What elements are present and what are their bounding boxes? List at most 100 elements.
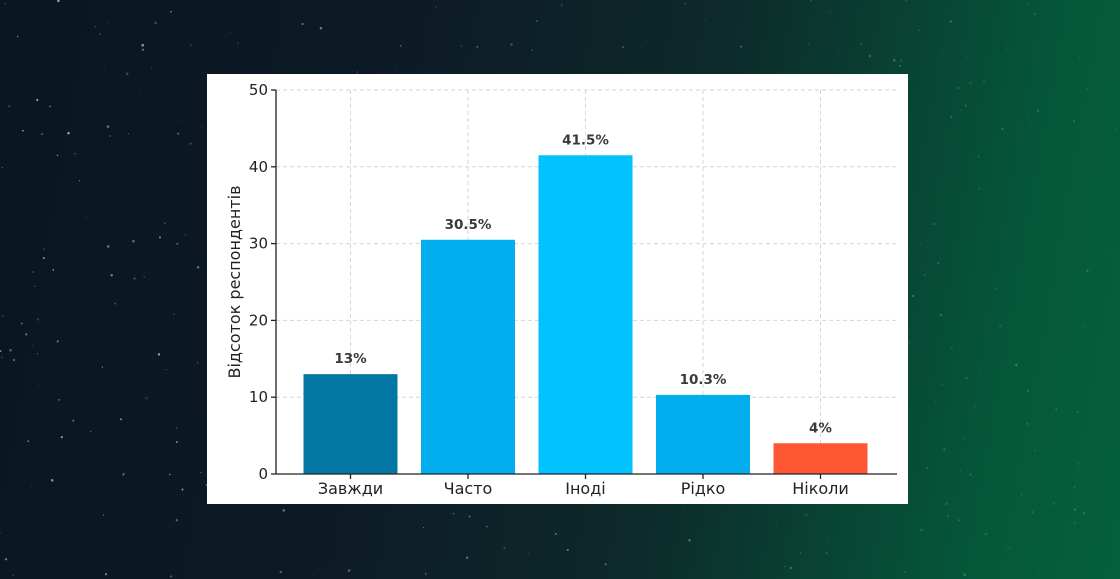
- star: [1033, 449, 1037, 452]
- star: [176, 427, 178, 429]
- star: [279, 570, 283, 574]
- star: [929, 224, 931, 225]
- star: [78, 180, 81, 182]
- star: [25, 333, 28, 336]
- star: [1009, 547, 1011, 549]
- star: [959, 470, 962, 472]
- star: [122, 473, 125, 476]
- star: [435, 6, 437, 8]
- star: [395, 65, 397, 67]
- star: [602, 513, 603, 515]
- star: [468, 515, 471, 518]
- star: [775, 519, 777, 521]
- star: [122, 474, 124, 476]
- star: [957, 519, 960, 522]
- star: [125, 72, 129, 76]
- star: [1026, 2, 1029, 5]
- star: [684, 506, 686, 508]
- star: [205, 484, 208, 486]
- star: [621, 46, 625, 49]
- star: [560, 4, 563, 7]
- star: [920, 528, 923, 532]
- star: [1012, 435, 1014, 437]
- y-tick-label: 0: [258, 465, 268, 483]
- star: [805, 514, 808, 517]
- star: [960, 109, 963, 112]
- star: [939, 313, 943, 317]
- star: [964, 104, 967, 107]
- star: [58, 399, 60, 401]
- star: [1027, 114, 1030, 117]
- star: [20, 322, 23, 325]
- tick-layer: 0 10 20 30 40 50: [249, 81, 822, 483]
- star: [715, 538, 716, 539]
- star: [1020, 493, 1023, 496]
- star: [43, 248, 45, 251]
- star: [318, 568, 319, 570]
- star: [325, 575, 326, 577]
- star: [329, 50, 331, 51]
- x-tick-label: Рідко: [681, 479, 726, 498]
- star: [143, 276, 145, 278]
- star: [996, 422, 997, 423]
- star: [1001, 127, 1004, 131]
- star: [400, 45, 402, 47]
- star: [120, 418, 122, 421]
- star: [704, 19, 707, 22]
- star: [57, 0, 60, 3]
- star: [918, 29, 920, 32]
- star: [282, 509, 285, 512]
- star: [683, 505, 684, 507]
- star: [527, 553, 530, 555]
- star: [1099, 193, 1101, 195]
- star: [1037, 109, 1040, 113]
- star: [899, 64, 902, 67]
- star: [141, 43, 145, 47]
- star: [933, 222, 936, 226]
- star: [860, 551, 861, 553]
- star: [966, 55, 969, 58]
- star: [461, 4, 463, 6]
- star: [347, 569, 351, 572]
- star: [1073, 486, 1076, 488]
- star: [0, 532, 1, 534]
- star: [36, 318, 40, 321]
- star: [1023, 126, 1025, 128]
- star: [510, 43, 513, 46]
- star: [969, 81, 972, 84]
- chart-card: 0 10 20 30 40 50 Завжди 13% Часто 30.5% Іноді 41.5…: [207, 74, 908, 504]
- star: [460, 45, 463, 47]
- star: [36, 98, 39, 102]
- star: [908, 341, 911, 344]
- star: [531, 49, 534, 51]
- star: [940, 48, 942, 50]
- star: [1031, 0, 1032, 2]
- star: [1062, 552, 1063, 554]
- star: [132, 239, 135, 243]
- x-tick-label: Завжди: [318, 479, 383, 498]
- star: [1100, 275, 1102, 277]
- star: [1095, 406, 1098, 409]
- star: [72, 419, 75, 422]
- star: [1, 166, 4, 169]
- star: [107, 22, 109, 24]
- star: [537, 575, 539, 576]
- star: [893, 59, 896, 62]
- data-label: 4%: [809, 420, 832, 436]
- y-axis-title: Відсоток респондентів: [225, 186, 244, 379]
- star: [74, 153, 76, 155]
- star: [943, 448, 946, 451]
- star: [554, 533, 557, 535]
- star: [181, 488, 184, 491]
- star: [983, 80, 985, 83]
- star: [129, 246, 130, 247]
- star: [1006, 47, 1008, 50]
- x-tick-label: Іноді: [565, 479, 605, 498]
- star: [1076, 462, 1079, 465]
- star: [170, 575, 173, 578]
- star: [799, 552, 802, 554]
- star: [1004, 546, 1007, 549]
- star: [1084, 326, 1086, 329]
- star: [860, 42, 863, 45]
- star: [49, 105, 51, 108]
